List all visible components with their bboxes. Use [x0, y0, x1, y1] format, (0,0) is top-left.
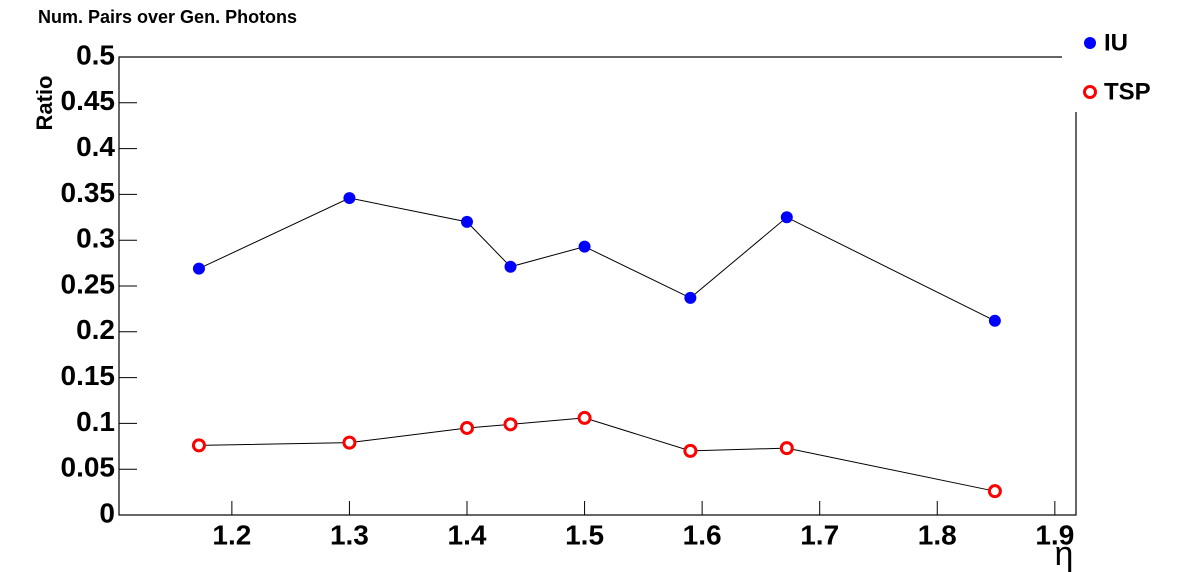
y-tick-label: 0.2 — [76, 314, 115, 345]
legend-box — [1062, 20, 1196, 112]
y-tick-label: 0.3 — [76, 223, 115, 254]
data-point — [461, 215, 473, 228]
data-point — [503, 417, 518, 432]
data-point — [578, 240, 591, 253]
data-point — [779, 441, 794, 456]
data-point — [504, 260, 517, 273]
x-tick-label: 1.4 — [448, 519, 487, 550]
y-tick-label: 0.15 — [61, 360, 116, 391]
x-tick-label: 1.3 — [330, 519, 369, 550]
x-tick-label: 1.8 — [918, 519, 957, 550]
data-point — [460, 420, 474, 435]
legend-label: IU — [1104, 29, 1128, 56]
series-line — [198, 197, 996, 322]
data-point — [577, 410, 592, 425]
legend-label: TSP — [1104, 78, 1151, 105]
data-point — [343, 192, 356, 205]
data-point — [684, 291, 697, 304]
data-point — [192, 262, 205, 275]
y-tick-label: 0 — [99, 497, 115, 528]
y-tick-label: 0.35 — [61, 177, 116, 208]
x-tick-label: 1.6 — [683, 519, 722, 550]
data-point — [780, 211, 793, 224]
chart-title: Num. Pairs over Gen. Photons — [38, 7, 297, 27]
data-point — [191, 438, 206, 453]
y-tick-label: 0.05 — [61, 452, 116, 483]
y-tick-label: 0.4 — [76, 131, 115, 162]
y-tick-label: 0.5 — [76, 39, 115, 70]
x-tick-label: 1.7 — [800, 519, 839, 550]
x-tick-label: 1.5 — [565, 519, 604, 550]
data-point — [342, 435, 357, 450]
data-point — [683, 443, 698, 458]
data-point — [988, 314, 1001, 327]
series-line — [198, 417, 995, 492]
y-tick-label: 0.1 — [76, 406, 115, 437]
x-tick-label: 1.9 — [1035, 519, 1074, 550]
x-tick-label: 1.2 — [212, 519, 251, 550]
data-point — [987, 484, 1002, 499]
plot-frame — [118, 56, 1077, 516]
y-tick-label: 0.25 — [61, 268, 116, 299]
legend-marker — [1083, 85, 1097, 99]
x-axis-label: η — [1055, 535, 1074, 572]
legend-marker — [1084, 37, 1096, 49]
y-tick-label: 0.45 — [61, 85, 116, 116]
y-axis-label: Ratio — [32, 76, 57, 131]
